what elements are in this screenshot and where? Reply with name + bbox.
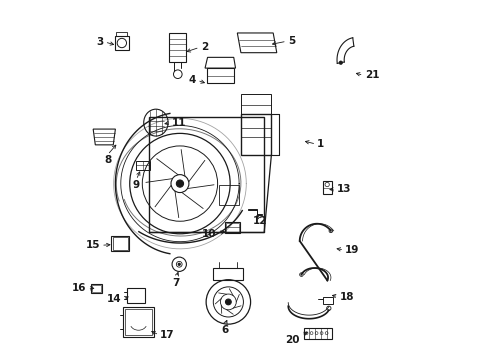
Bar: [123, 307, 153, 337]
Bar: [206, 68, 233, 83]
Bar: [116, 32, 127, 36]
Bar: [126, 288, 144, 303]
Circle shape: [225, 299, 231, 305]
Text: 5: 5: [287, 36, 295, 46]
Text: 1: 1: [317, 139, 324, 149]
Text: 2: 2: [201, 42, 207, 52]
Text: 18: 18: [339, 292, 353, 302]
Text: 12: 12: [252, 216, 266, 226]
Text: 19: 19: [345, 245, 359, 255]
Bar: [219, 185, 239, 205]
Text: 15: 15: [85, 240, 100, 250]
Circle shape: [178, 263, 180, 265]
Bar: [213, 268, 243, 280]
Text: 4: 4: [188, 75, 196, 85]
Text: 13: 13: [336, 184, 351, 194]
Bar: [136, 161, 149, 170]
Text: 21: 21: [364, 70, 378, 80]
Bar: [241, 94, 271, 114]
Text: 8: 8: [103, 155, 111, 165]
Text: 10: 10: [202, 229, 216, 239]
Bar: [149, 117, 264, 232]
Text: 7: 7: [172, 278, 180, 288]
Text: 9: 9: [132, 180, 140, 190]
Text: 20: 20: [285, 335, 300, 345]
Bar: [322, 297, 333, 304]
Text: 6: 6: [221, 325, 228, 335]
Bar: [92, 285, 101, 292]
Circle shape: [338, 61, 342, 64]
Text: 17: 17: [160, 330, 175, 340]
Bar: [322, 181, 331, 194]
Bar: [112, 237, 127, 249]
Bar: [125, 309, 151, 335]
Text: 14: 14: [107, 294, 121, 304]
Text: 16: 16: [72, 283, 86, 293]
Bar: [225, 223, 238, 232]
Bar: [115, 36, 129, 50]
Bar: [169, 33, 186, 62]
Bar: [303, 328, 332, 338]
Bar: [111, 236, 129, 251]
Bar: [224, 222, 239, 233]
Bar: [91, 284, 102, 293]
Bar: [241, 114, 271, 155]
Text: 11: 11: [172, 118, 186, 128]
Text: 3: 3: [96, 37, 103, 47]
Circle shape: [176, 180, 183, 187]
